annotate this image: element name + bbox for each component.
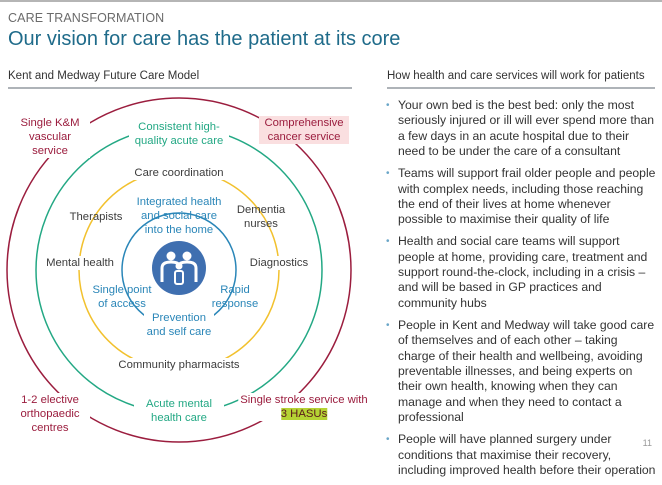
- label-single-point-access: Single point of access: [92, 284, 152, 310]
- bullet-text: Health and social care teams will suppor…: [398, 234, 648, 310]
- bullet-icon: •: [386, 319, 390, 331]
- bullet-text: Teams will support frail older people an…: [398, 166, 656, 227]
- label-acute-mental-health: Acute mental health care: [134, 397, 224, 425]
- label-stroke-service: Single stroke service with 3 HASUs: [238, 393, 370, 421]
- label-prevention-self-care: Prevention and self care: [144, 311, 214, 339]
- stroke-text: Single stroke service with: [240, 394, 368, 406]
- bullet-item: • Teams will support frail older people a…: [386, 166, 658, 228]
- bullet-item: • Your own bed is the best bed: only the …: [386, 98, 658, 160]
- label-orthopaedic-centres: 1-2 elective orthopaedic centres: [10, 393, 90, 435]
- family-icon: [152, 241, 206, 295]
- bullet-item: • People in Kent and Medway will take goo…: [386, 318, 658, 426]
- label-care-coordination: Care coordination: [132, 166, 226, 180]
- label-mental-health: Mental health: [44, 256, 116, 270]
- page-title: Our vision for care has the patient at i…: [8, 28, 401, 50]
- label-therapists: Therapists: [69, 211, 123, 223]
- bullet-icon: •: [386, 434, 390, 446]
- top-divider: [0, 0, 662, 2]
- patient-bullets: • Your own bed is the best bed: only the …: [386, 98, 658, 485]
- bullet-item: • People will have planned surgery under …: [386, 432, 658, 478]
- bullet-icon: •: [386, 100, 390, 111]
- label-dementia-nurses: Dementia nurses: [236, 204, 286, 230]
- label-integrated-care: Integrated health and social care into t…: [136, 196, 222, 236]
- label-cancer-service: Comprehensive cancer service: [259, 116, 349, 144]
- label-vascular-service: Single K&M vascular service: [10, 116, 90, 158]
- bullet-text: People in Kent and Medway will take good…: [398, 317, 655, 425]
- page-number: 11: [642, 438, 652, 448]
- bullet-text: Your own bed is the best bed: only the m…: [398, 98, 655, 159]
- right-heading: How health and care services will work f…: [387, 70, 655, 89]
- label-community-pharmacists: Community pharmacists: [116, 358, 242, 372]
- bullet-item: • Health and social care teams will suppo…: [386, 234, 658, 311]
- section-kicker: CARE TRANSFORMATION: [8, 11, 165, 25]
- label-acute-care: Consistent high-quality acute care: [129, 120, 229, 148]
- left-heading: Kent and Medway Future Care Model: [8, 70, 352, 89]
- bullet-icon: •: [386, 236, 390, 248]
- hasu-highlight: 3 HASUs: [280, 408, 328, 420]
- label-rapid-response: Rapid response: [211, 284, 259, 310]
- bullet-text: People will have planned surgery under c…: [398, 432, 656, 477]
- label-diagnostics: Diagnostics: [247, 256, 311, 270]
- outer-ring: [6, 97, 352, 443]
- bullet-icon: •: [386, 168, 390, 180]
